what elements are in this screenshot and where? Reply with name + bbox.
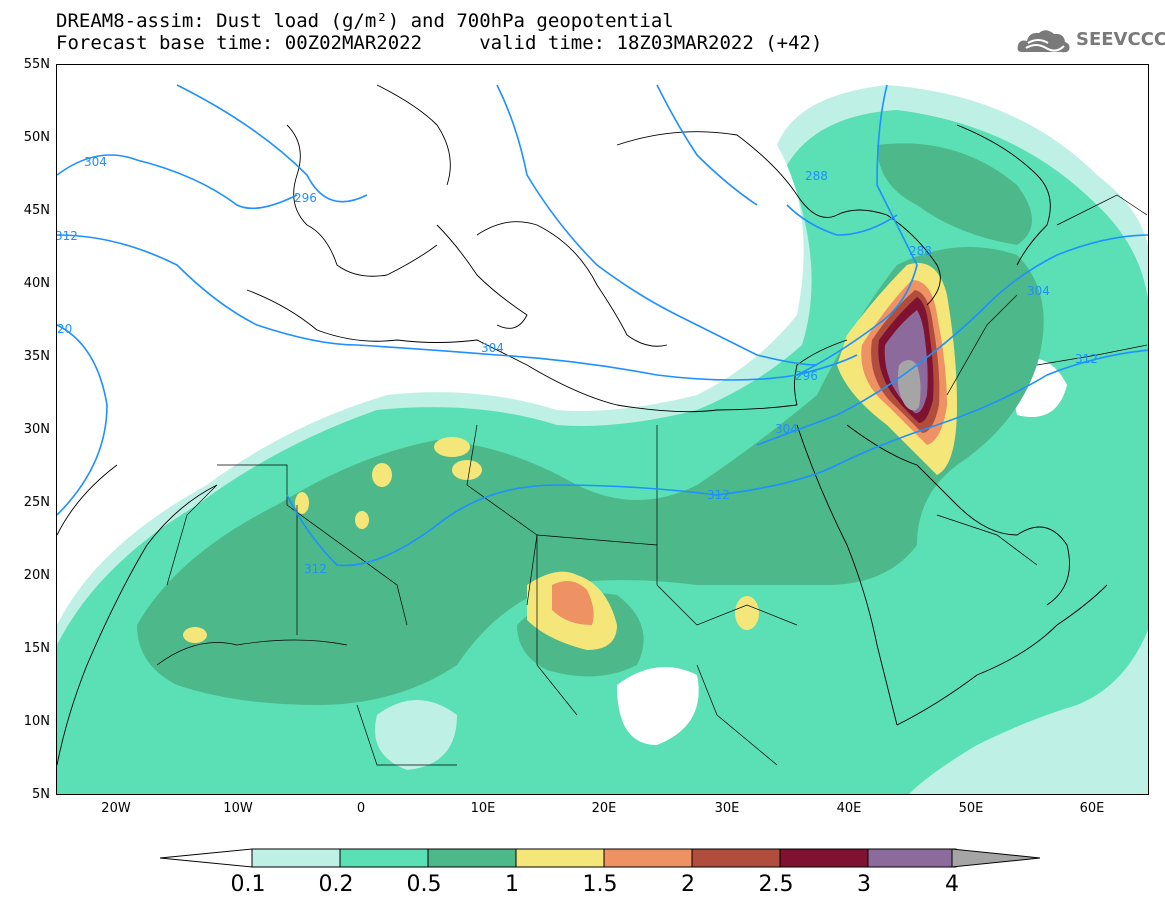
contour-label: 304 <box>481 341 504 355</box>
contour-label: 296 <box>795 369 818 383</box>
colorbar-swatch <box>691 848 781 868</box>
lat-label: 50N <box>23 130 50 145</box>
colorbar-tick-label: 0.1 <box>230 872 266 897</box>
lat-label: 30N <box>23 422 50 437</box>
colorbar-tick-label: 1 <box>505 872 519 897</box>
colorbar-swatch <box>867 848 957 868</box>
lat-label: 25N <box>23 495 50 510</box>
colorbar-tick-label: 3 <box>857 872 871 897</box>
colorbar-swatch <box>515 848 605 868</box>
lat-label: 10N <box>23 714 50 729</box>
contour-label: 312 <box>1075 352 1098 366</box>
colorbar-swatch <box>603 848 693 868</box>
geopotential-contours <box>57 84 1148 567</box>
contour-label: 304 <box>775 422 798 436</box>
contour-label: 288 <box>909 244 932 258</box>
lon-label: 10W <box>223 801 253 816</box>
contour-label: 304 <box>84 155 107 169</box>
lon-label: 30E <box>714 801 740 816</box>
colorbar-swatch <box>339 848 429 868</box>
seevccc-logo: SEEVCCC <box>1016 24 1165 58</box>
colorbar-tick-label: 2 <box>681 872 695 897</box>
lat-label: 35N <box>23 349 50 364</box>
colorbar-tick-label: 4 <box>945 872 959 897</box>
colorbar-tick-label: 2.5 <box>758 872 794 897</box>
contour-label: 312 <box>707 488 730 502</box>
forecast-time-subtitle: Forecast base time: 00Z02MAR2022 valid t… <box>56 32 823 54</box>
colorbar-tick-label: 0.5 <box>406 872 442 897</box>
lat-label: 15N <box>23 641 50 656</box>
lon-label: 20W <box>101 801 131 816</box>
dust-field-4 <box>897 360 921 411</box>
logo-text: SEEVCCC <box>1076 29 1165 50</box>
colorbar-tick-label: 1.5 <box>582 872 618 897</box>
colorbar-low-arrow <box>160 848 253 868</box>
lon-label: 10E <box>470 801 496 816</box>
map-canvas: 304 296 312 20 304 288 288 304 296 304 3… <box>57 84 1148 794</box>
colorbar-swatch <box>427 848 517 868</box>
lon-label: 60E <box>1079 801 1105 816</box>
lon-label: 0 <box>356 801 366 816</box>
cloud-logo-icon <box>1017 30 1070 53</box>
lat-label: 40N <box>23 276 50 291</box>
dust-load-colorbar <box>160 848 1040 868</box>
colorbar-swatch <box>251 848 341 868</box>
lat-label: 45N <box>23 203 50 218</box>
lon-label: 40E <box>836 801 862 816</box>
contour-label: 312 <box>57 229 78 243</box>
contour-label: 296 <box>294 191 317 205</box>
contour-label: 20 <box>57 322 72 336</box>
lat-label: 5N <box>32 787 50 802</box>
lat-label: 20N <box>23 568 50 583</box>
map-title: DREAM8-assim: Dust load (g/m²) and 700hP… <box>56 10 674 32</box>
colorbar-swatch <box>779 848 869 868</box>
contour-label: 304 <box>1027 284 1050 298</box>
lon-label: 20E <box>591 801 617 816</box>
contour-label: 288 <box>805 169 828 183</box>
lat-label: 55N <box>23 57 50 72</box>
colorbar-tick-label: 0.2 <box>318 872 354 897</box>
coastlines <box>57 84 1108 766</box>
lon-label: 50E <box>958 801 984 816</box>
colorbar-high-arrow <box>951 848 1040 868</box>
country-borders <box>156 194 1148 766</box>
dust-load-map[interactable]: 304 296 312 20 304 288 288 304 296 304 3… <box>56 64 1149 795</box>
contour-label: 312 <box>304 562 327 576</box>
